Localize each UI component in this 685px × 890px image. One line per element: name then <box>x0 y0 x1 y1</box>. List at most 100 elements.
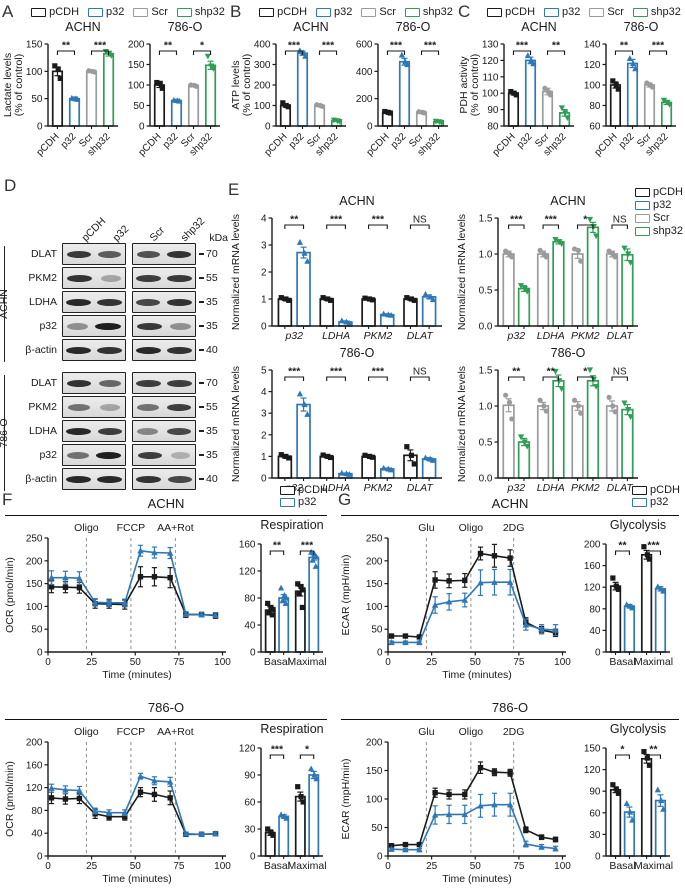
svg-text:Time (minutes): Time (minutes) <box>102 873 172 885</box>
ocr-achn-line-chart: Oligo FCCP AA+Rot 0 50 100 150 200 250 0 25 50 75 100… <box>2 518 234 686</box>
svg-text:200: 200 <box>128 40 145 51</box>
svg-text:p32: p32 <box>515 131 535 151</box>
protein-band <box>97 298 122 306</box>
svg-text:p32: p32 <box>161 131 181 151</box>
svg-text:80: 80 <box>589 604 601 615</box>
legend-label: shp32 <box>650 6 681 18</box>
protein-band <box>136 379 161 387</box>
svg-text:200: 200 <box>366 738 383 749</box>
protein-band <box>167 379 192 387</box>
svg-text:FCCP: FCCP <box>117 522 146 534</box>
protein-band <box>171 451 191 459</box>
svg-text:25: 25 <box>426 861 438 872</box>
legend-swatch-icon <box>88 7 104 17</box>
svg-text:90: 90 <box>589 787 601 798</box>
svg-text:100: 100 <box>554 861 571 872</box>
svg-text:100: 100 <box>26 602 43 613</box>
svg-text:pCDH: pCDH <box>593 131 620 158</box>
svg-text:40: 40 <box>31 829 43 840</box>
svg-text:120: 120 <box>584 583 601 594</box>
blot-membrane <box>132 444 196 466</box>
svg-text:2: 2 <box>261 268 267 279</box>
svg-text:60: 60 <box>589 808 601 819</box>
legend-swatch-icon <box>31 7 47 17</box>
svg-text:Maximal: Maximal <box>287 860 326 872</box>
svg-text:50: 50 <box>371 625 383 636</box>
protein-band <box>137 451 162 459</box>
legend-label: shp32 <box>194 6 225 18</box>
svg-text:786-O: 786-O <box>551 346 586 360</box>
svg-text:2DG: 2DG <box>503 726 525 738</box>
legend-swatch-icon <box>589 7 605 17</box>
svg-text:Maximal: Maximal <box>634 860 673 872</box>
svg-text:Time (minutes): Time (minutes) <box>442 873 512 885</box>
panel-g-786o-title: 786-O <box>491 700 529 715</box>
svg-text:90: 90 <box>244 771 256 782</box>
blot-membrane <box>62 267 126 289</box>
svg-text:120: 120 <box>584 60 601 71</box>
ocr-786o-line-chart: Oligo FCCP AA+Rot 0 40 80 120 160 200 0 25 50 75 100 T… <box>2 722 234 890</box>
legend-swatch-icon <box>176 7 192 17</box>
atp-786o-chart: 0 200 400 600 *** *** pCDH p32 Scr shp32 786-O <box>350 20 452 172</box>
svg-text:0: 0 <box>265 122 271 133</box>
svg-text:25: 25 <box>86 657 98 668</box>
svg-text:0: 0 <box>261 322 267 333</box>
svg-text:100: 100 <box>554 657 571 668</box>
svg-text:4: 4 <box>261 387 267 398</box>
svg-text:**: ** <box>620 40 629 52</box>
svg-text:150: 150 <box>366 579 383 590</box>
antibody-label: DLAT <box>30 377 57 389</box>
svg-text:1.0: 1.0 <box>479 250 493 261</box>
svg-text:LDHA: LDHA <box>537 482 565 494</box>
protein-band <box>137 427 159 435</box>
protein-band <box>66 250 92 258</box>
svg-text:DLAT: DLAT <box>607 330 635 342</box>
svg-text:50: 50 <box>130 657 142 668</box>
svg-text:pCDH: pCDH <box>35 131 62 158</box>
svg-text:110: 110 <box>483 72 499 83</box>
svg-text:1.0: 1.0 <box>479 402 493 413</box>
antibody-label: β-actin <box>25 344 57 356</box>
blot-lane-label: shp32 <box>178 215 208 244</box>
blot-lane-label: pCDH <box>79 215 109 244</box>
protein-band <box>95 451 122 459</box>
svg-text:300: 300 <box>254 60 271 71</box>
svg-text:160: 160 <box>584 561 601 572</box>
legend-label: shp32 <box>653 225 683 237</box>
legend-label: p32 <box>298 496 317 508</box>
svg-text:140: 140 <box>584 40 601 51</box>
legend-item-p32: p32 <box>632 496 680 508</box>
legend-label: pCDH <box>298 484 328 496</box>
lactate-786o-chart: 0 50 100 150 200 ** * pCDH p32 Scr shp32 786-O <box>122 20 224 172</box>
svg-text:0: 0 <box>45 861 51 872</box>
blot-membrane <box>62 444 126 466</box>
svg-text:200: 200 <box>254 81 271 92</box>
svg-text:0: 0 <box>37 122 43 133</box>
legend-label: pCDH <box>650 484 680 496</box>
svg-text:250: 250 <box>366 534 383 545</box>
svg-text:100: 100 <box>128 81 145 92</box>
svg-text:5: 5 <box>261 366 267 377</box>
svg-text:Basal: Basal <box>609 860 635 872</box>
blot-membrane <box>62 468 126 490</box>
protein-band <box>166 298 192 306</box>
kda-unit-label: kDa <box>209 232 228 244</box>
legend-label: Scr <box>607 6 624 18</box>
legend-swatch-icon <box>632 497 648 507</box>
svg-text:120: 120 <box>239 567 256 578</box>
legend-atp: pCDH p32 Scr shp32 <box>256 6 456 18</box>
blot-membrane <box>132 291 196 313</box>
cell-line-text: 786-O <box>0 418 10 448</box>
legend-item-Scr: Scr <box>361 6 396 18</box>
panel-d: D pCDH p32 Scr shp32 kDa ACHN DLAT 70 PKM2 55 LDHA… <box>0 176 230 502</box>
legend-swatch-icon <box>280 497 296 507</box>
protein-band <box>136 475 162 483</box>
svg-text:400: 400 <box>254 40 271 51</box>
